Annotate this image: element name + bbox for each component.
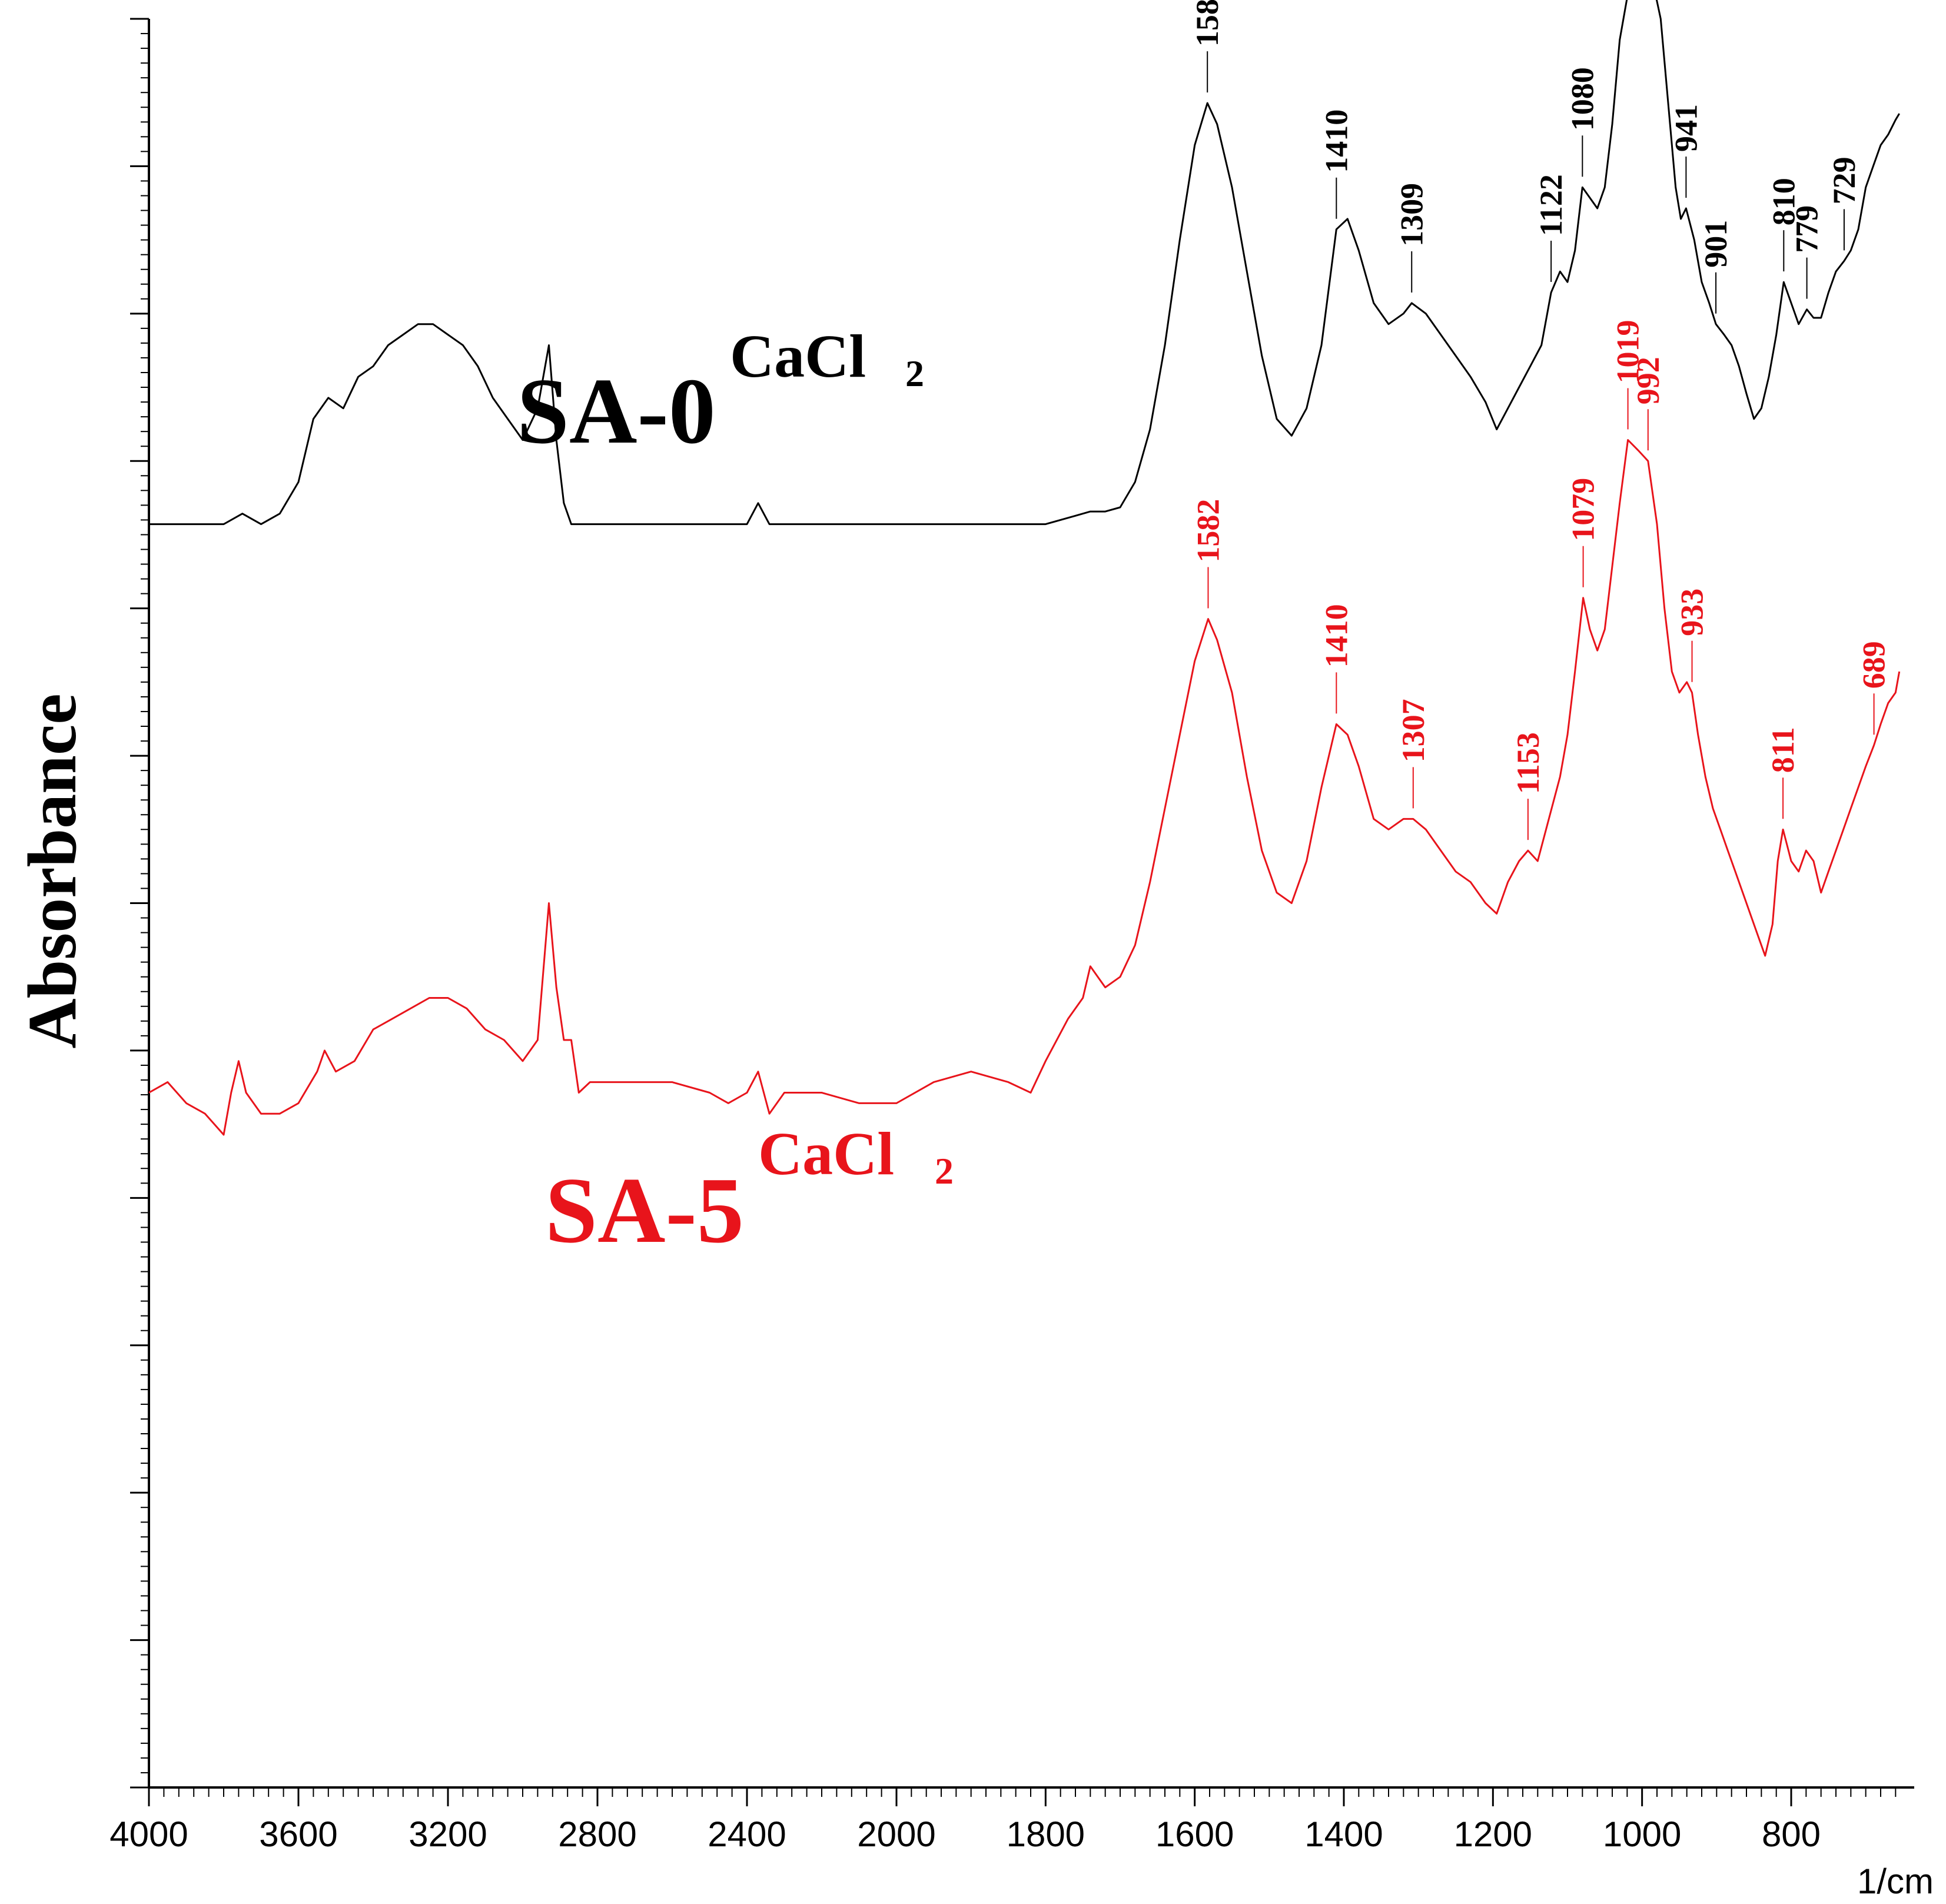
peak-label-sa5: 1307 [1396, 699, 1431, 762]
series-label-sa5: SA-5 CaCl 2 [545, 1120, 954, 1262]
series-label-sa5-sup: CaCl [758, 1120, 894, 1188]
x-ticks: 4000 3600 3200 2800 2400 2000 1800 1600 1400 1200… [109, 1787, 1897, 1854]
peak-label-sa0: 941 [1668, 104, 1703, 152]
peak-label-sa5: 811 [1765, 727, 1801, 773]
series-line-sa5 [148, 439, 1901, 1136]
series-label-sa0: SA-0 CaCl 2 [517, 323, 924, 463]
peak-labels: 1583141013091122108010069879419018107797… [1190, 0, 1892, 840]
y-axis-label: Absorbance [14, 693, 91, 1048]
x-tick-label: 1200 [1454, 1815, 1532, 1854]
peak-label-sa0: 729 [1827, 157, 1862, 204]
peak-label-sa0: 1122 [1533, 174, 1569, 236]
peak-label-sa0: 1080 [1565, 67, 1600, 131]
series-label-sa0-sup: CaCl [730, 323, 866, 390]
peak-label-sa0: 779 [1789, 205, 1825, 253]
peak-label-sa5: 1582 [1191, 499, 1226, 563]
peak-label-sa5: 1153 [1510, 732, 1546, 794]
x-tick-label: 3600 [259, 1815, 337, 1854]
series-group [148, 0, 1901, 1136]
x-tick-label: 2800 [558, 1815, 636, 1854]
axes: 4000 3600 3200 2800 2400 2000 1800 1600 1400 1200… [109, 18, 1914, 1854]
x-tick-label: 800 [1762, 1815, 1821, 1854]
x-tick-label: 2400 [708, 1815, 786, 1854]
x-tick-label: 1000 [1603, 1815, 1681, 1854]
x-axis-unit: 1/cm [1857, 1862, 1934, 1901]
peak-label-sa5: 1079 [1566, 478, 1601, 541]
x-tick-label: 2000 [857, 1815, 935, 1854]
peak-label-sa5: 689 [1857, 641, 1892, 689]
peak-label-sa0: 1309 [1394, 183, 1429, 247]
peak-label-sa0: 1410 [1319, 109, 1354, 173]
x-tick-label: 1400 [1304, 1815, 1383, 1854]
peak-label-sa5: 1019 [1610, 320, 1646, 384]
series-label-sa0-sub: 2 [905, 353, 924, 394]
x-tick-label: 1800 [1007, 1815, 1085, 1854]
series-label-sa5-sub: 2 [935, 1150, 954, 1192]
y-ticks [130, 18, 149, 1789]
x-tick-label: 4000 [109, 1815, 188, 1854]
peak-label-sa5: 933 [1675, 589, 1710, 636]
peak-label-sa0: 810 [1766, 178, 1801, 225]
x-tick-label: 3200 [409, 1815, 487, 1854]
peak-label-sa0: 901 [1698, 220, 1734, 268]
peak-label-sa5: 992 [1630, 357, 1666, 404]
peak-label-sa5: 1410 [1319, 604, 1354, 667]
peak-label-sa0: 1583 [1190, 0, 1225, 46]
x-tick-label: 1600 [1155, 1815, 1234, 1854]
series-line-sa0 [149, 0, 1900, 526]
series-label-sa0-name: SA-0 [517, 358, 716, 463]
series-label-sa5-name: SA-5 [545, 1158, 744, 1262]
